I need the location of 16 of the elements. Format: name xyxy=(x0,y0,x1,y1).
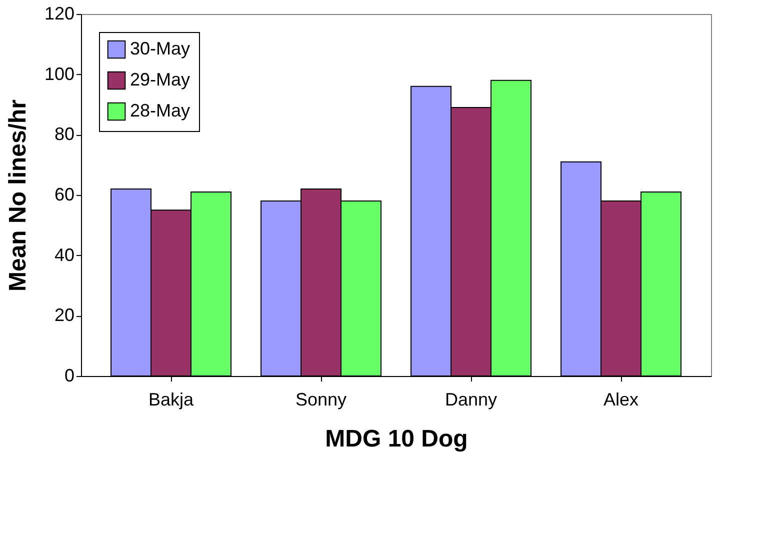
x-tick-label: Alex xyxy=(603,390,639,410)
x-tick-label: Bakja xyxy=(148,390,194,410)
x-tick-label: Sonny xyxy=(295,390,347,410)
y-tick-label: 60 xyxy=(54,184,74,204)
x-axis-title: MDG 10 Dog xyxy=(325,426,468,452)
x-tick-label: Danny xyxy=(444,390,498,410)
y-tick-label: 120 xyxy=(44,4,74,24)
legend-label: 28-May xyxy=(130,100,190,120)
y-axis-title: Mean No lines/hr xyxy=(4,99,32,292)
y-tick-label: 20 xyxy=(54,305,74,326)
y-tick-label: 100 xyxy=(44,64,74,84)
y-tick-label: 40 xyxy=(54,244,74,265)
legend-label: 30-May xyxy=(130,38,190,58)
y-tick-label: 80 xyxy=(54,124,74,144)
y-tick-label: 0 xyxy=(64,366,74,386)
legend-label: 29-May xyxy=(130,70,190,90)
